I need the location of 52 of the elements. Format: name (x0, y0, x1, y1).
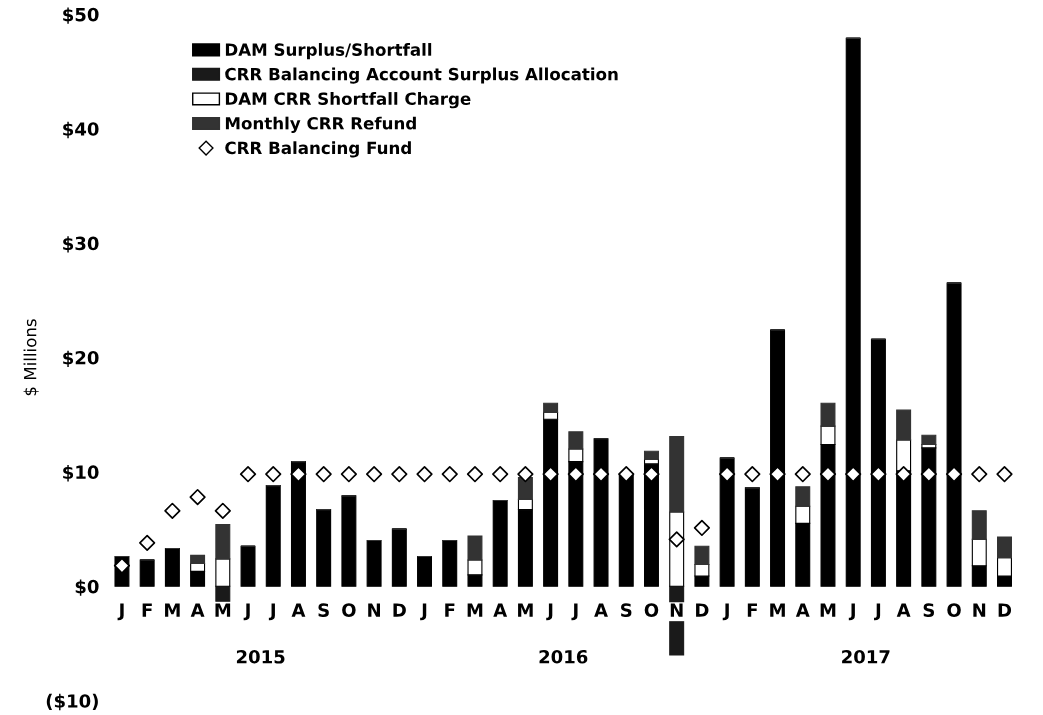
x-tick-label: A (594, 603, 608, 617)
x-tick-label: J (848, 603, 855, 621)
y-axis-title: $ Millions (23, 319, 39, 396)
x-tick-label: N (670, 603, 683, 617)
x-tick-label: M (467, 603, 483, 617)
x-tick-label: A (190, 603, 205, 617)
x-tick-label: O (342, 603, 356, 617)
legend-label: CRR Balancing Fund (225, 141, 411, 158)
x-tick-label: F (747, 603, 757, 617)
y-tick-label: $0 (75, 579, 99, 596)
x-tick-label: J (117, 603, 124, 621)
x-tick-label: J (546, 603, 553, 621)
y-tick-label: $10 (63, 465, 99, 482)
x-tick-label: O (947, 603, 961, 617)
legend-label: CRR Balancing Account Surplus Allocation (225, 67, 618, 84)
legend-label: Monthly CRR Refund (225, 116, 416, 133)
x-tick-label: D (696, 603, 709, 617)
x-tick-label: M (770, 603, 785, 617)
legend-label: DAM Surplus/Shortfall (225, 43, 432, 60)
annotation: 2016 (539, 649, 588, 664)
x-tick-label: S (923, 603, 935, 617)
y-tick-label: $20 (63, 350, 99, 368)
x-tick-label: A (493, 603, 508, 617)
legend-label: DAM CRR Shortfall Charge (225, 92, 471, 109)
x-tick-label: N (973, 603, 986, 617)
x-tick-label: M (165, 603, 180, 617)
x-tick-label: M (215, 603, 231, 617)
x-tick-label: A (896, 603, 911, 617)
x-tick-label: F (445, 603, 455, 617)
x-tick-label: S (318, 603, 329, 617)
y-tick-label: ($10) (46, 693, 98, 711)
x-tick-label: J (874, 603, 881, 621)
x-tick-label: O (644, 603, 659, 617)
y-tick-label: $40 (63, 121, 99, 139)
x-tick-label: J (420, 603, 427, 621)
x-tick-label: A (291, 603, 306, 617)
y-tick-label: $30 (63, 236, 99, 253)
x-tick-label: N (368, 603, 380, 617)
x-tick-label: M (820, 603, 836, 617)
x-tick-label: D (393, 603, 406, 617)
x-tick-label: J (268, 603, 275, 621)
x-tick-label: J (571, 603, 578, 621)
x-tick-label: M (518, 603, 533, 617)
x-tick-label: J (243, 603, 250, 621)
x-tick-label: S (621, 603, 632, 617)
x-tick-label: D (998, 603, 1012, 617)
x-tick-label: F (142, 603, 152, 617)
x-tick-label: J (722, 603, 729, 621)
x-tick-label: A (795, 603, 810, 617)
y-tick-label: $50 (63, 7, 99, 24)
annotation: 2015 (236, 649, 285, 664)
annotation: 2017 (842, 649, 890, 664)
